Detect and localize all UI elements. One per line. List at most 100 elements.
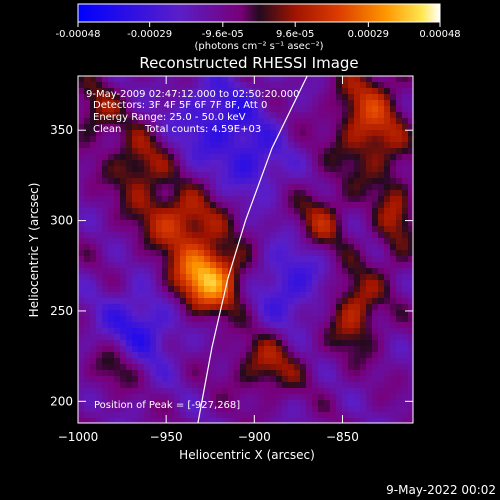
heatmap-cell: [186, 280, 193, 287]
heatmap-cell: [384, 268, 391, 275]
heatmap-cell: [228, 388, 235, 395]
heatmap-cell: [186, 190, 193, 197]
heatmap-cell: [186, 394, 193, 401]
heatmap-cell: [330, 298, 337, 305]
heatmap-cell: [102, 340, 109, 347]
heatmap-cell: [156, 202, 163, 209]
heatmap-cell: [306, 406, 313, 413]
heatmap-cell: [216, 400, 223, 407]
heatmap-cell: [330, 232, 337, 239]
heatmap-cell: [84, 292, 91, 299]
heatmap-cell: [258, 196, 265, 203]
heatmap-cell: [396, 418, 403, 423]
heatmap-cell: [198, 298, 205, 305]
heatmap-cell: [198, 406, 205, 413]
heatmap-cell: [276, 226, 283, 233]
heatmap-cell: [294, 310, 301, 317]
heatmap-cell: [108, 382, 115, 389]
heatmap-cell: [90, 274, 97, 281]
heatmap-cell: [318, 214, 325, 221]
heatmap-cell: [228, 226, 235, 233]
heatmap-cell: [366, 394, 373, 401]
heatmap-cell: [264, 310, 271, 317]
heatmap-cell: [138, 226, 145, 233]
heatmap-cell: [384, 124, 391, 131]
heatmap-cell: [354, 196, 361, 203]
heatmap-cell: [96, 346, 103, 353]
heatmap-cell: [108, 244, 115, 251]
heatmap-cell: [402, 418, 409, 423]
heatmap-cell: [306, 394, 313, 401]
heatmap-cell: [162, 268, 169, 275]
heatmap-cell: [228, 340, 235, 347]
heatmap-cell: [138, 100, 145, 107]
heatmap-cell: [198, 214, 205, 221]
heatmap-cell: [318, 88, 325, 95]
heatmap-cell: [342, 214, 349, 221]
heatmap-cell: [246, 274, 253, 281]
heatmap-cell: [156, 262, 163, 269]
heatmap-cell: [162, 364, 169, 371]
heatmap-cell: [222, 94, 229, 101]
heatmap-cell: [324, 130, 331, 137]
heatmap-cell: [204, 328, 211, 335]
heatmap-cell: [174, 382, 181, 389]
heatmap-cell: [324, 136, 331, 143]
heatmap-cell: [216, 142, 223, 149]
heatmap-cell: [234, 190, 241, 197]
heatmap-cell: [330, 196, 337, 203]
heatmap-cell: [336, 370, 343, 377]
heatmap-cell: [216, 160, 223, 167]
heatmap-cell: [174, 208, 181, 215]
heatmap-cell: [348, 172, 355, 179]
heatmap-cell: [408, 244, 413, 251]
heatmap-cell: [192, 268, 199, 275]
heatmap-cell: [258, 418, 265, 423]
heatmap-cell: [192, 232, 199, 239]
heatmap-cell: [108, 394, 115, 401]
heatmap-cell: [96, 148, 103, 155]
heatmap-cell: [198, 76, 205, 83]
heatmap-cell: [312, 238, 319, 245]
heatmap-cell: [408, 262, 413, 269]
heatmap-cell: [300, 412, 307, 419]
heatmap-cell: [324, 184, 331, 191]
heatmap-cell: [150, 244, 157, 251]
heatmap-cell: [90, 202, 97, 209]
heatmap-cell: [294, 328, 301, 335]
heatmap-cell: [234, 118, 241, 125]
heatmap-cell: [78, 358, 85, 365]
heatmap-cell: [324, 316, 331, 323]
heatmap-cell: [138, 418, 145, 423]
heatmap-cell: [402, 400, 409, 407]
heatmap-cell: [234, 400, 241, 407]
heatmap-cell: [186, 100, 193, 107]
heatmap-cell: [360, 214, 367, 221]
heatmap-cell: [198, 346, 205, 353]
heatmap-cell: [270, 202, 277, 209]
heatmap-cell: [384, 346, 391, 353]
heatmap-cell: [408, 298, 413, 305]
heatmap-cell: [336, 154, 343, 161]
heatmap-cell: [282, 304, 289, 311]
heatmap-cell: [348, 358, 355, 365]
heatmap-cell: [126, 268, 133, 275]
heatmap-cell: [204, 358, 211, 365]
heatmap-cell: [198, 226, 205, 233]
heatmap-cell: [186, 358, 193, 365]
heatmap-cell: [384, 298, 391, 305]
heatmap-cell: [402, 292, 409, 299]
heatmap-cell: [144, 100, 151, 107]
heatmap-cell: [366, 208, 373, 215]
heatmap-cell: [402, 166, 409, 173]
heatmap-cell: [138, 244, 145, 251]
heatmap-cell: [324, 196, 331, 203]
heatmap-cell: [132, 118, 139, 125]
heatmap-cell: [270, 418, 277, 423]
heatmap-cell: [378, 316, 385, 323]
heatmap-cell: [108, 172, 115, 179]
heatmap-cell: [324, 328, 331, 335]
heatmap-cell: [162, 106, 169, 113]
heatmap-cell: [336, 280, 343, 287]
heatmap-cell: [360, 316, 367, 323]
